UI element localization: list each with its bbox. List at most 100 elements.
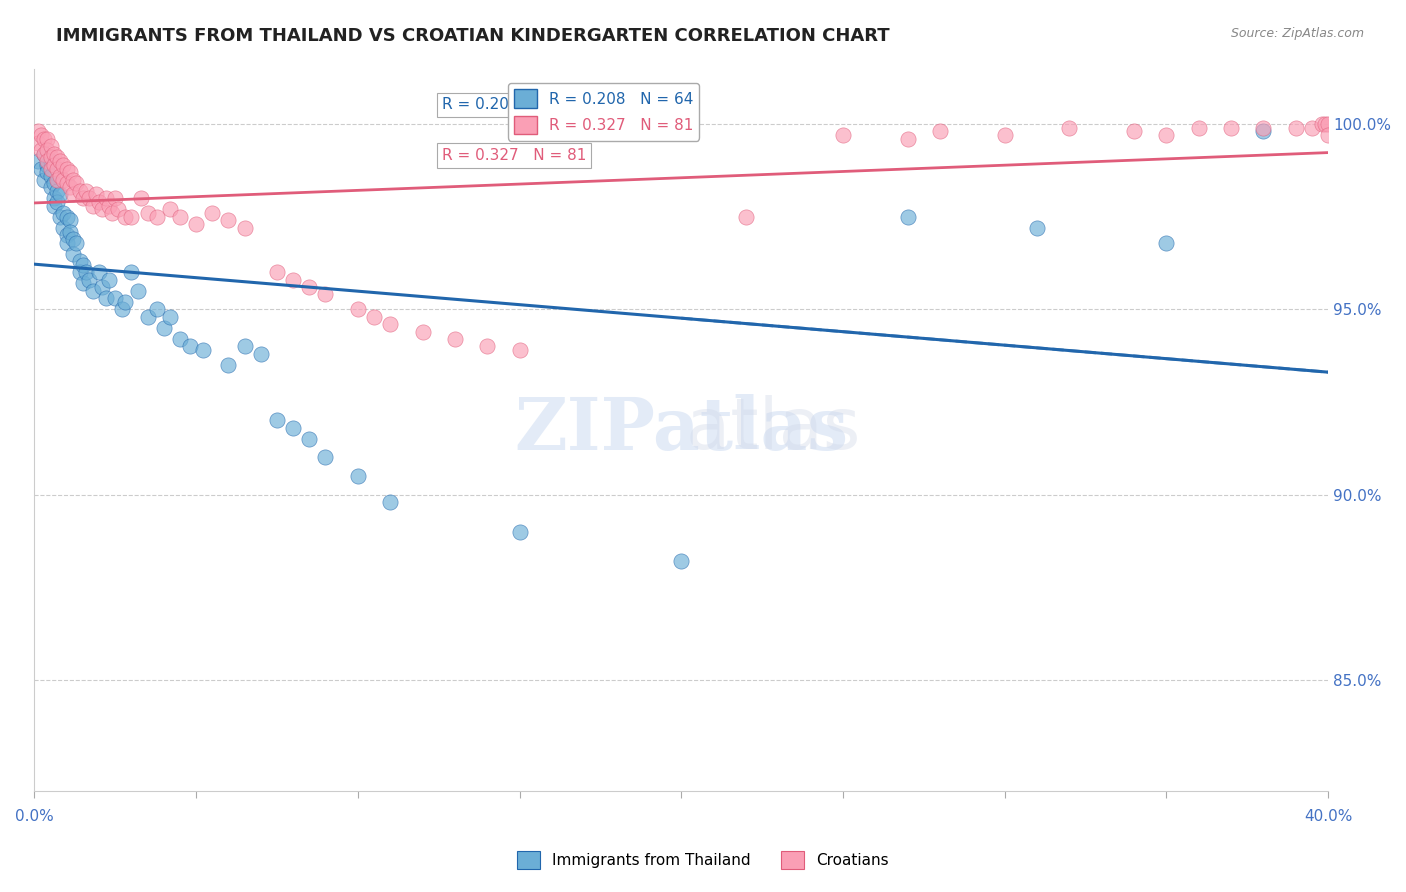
Point bbox=[104, 291, 127, 305]
Point bbox=[1059, 120, 1081, 135]
Point bbox=[55, 235, 77, 250]
Point bbox=[39, 150, 62, 164]
Point bbox=[79, 191, 101, 205]
Point bbox=[1253, 120, 1275, 135]
Point bbox=[39, 169, 62, 183]
Point bbox=[32, 146, 55, 161]
Point bbox=[55, 161, 77, 176]
Point bbox=[62, 172, 84, 186]
Point bbox=[46, 184, 69, 198]
Point bbox=[217, 358, 239, 372]
Point bbox=[412, 325, 434, 339]
Point bbox=[65, 235, 87, 250]
Point bbox=[281, 273, 304, 287]
Point bbox=[39, 180, 62, 194]
Point bbox=[39, 154, 62, 169]
Point bbox=[120, 265, 142, 279]
Point bbox=[27, 154, 49, 169]
Point bbox=[314, 287, 336, 301]
Point bbox=[52, 206, 75, 220]
Point bbox=[146, 210, 169, 224]
Point bbox=[233, 220, 256, 235]
Point bbox=[42, 158, 65, 172]
Point bbox=[65, 177, 87, 191]
Point bbox=[97, 273, 120, 287]
Legend: R = 0.208   N = 64, R = 0.327   N = 81: R = 0.208 N = 64, R = 0.327 N = 81 bbox=[508, 83, 700, 141]
Point bbox=[897, 132, 920, 146]
Point bbox=[49, 210, 72, 224]
Point bbox=[59, 165, 82, 179]
Point bbox=[91, 202, 114, 217]
Point bbox=[249, 347, 271, 361]
Point bbox=[49, 187, 72, 202]
Point bbox=[69, 254, 91, 268]
Point bbox=[69, 184, 91, 198]
Point bbox=[46, 150, 69, 164]
Point bbox=[49, 154, 72, 169]
Point bbox=[363, 310, 385, 324]
Point bbox=[146, 302, 169, 317]
Point bbox=[30, 161, 52, 176]
Text: ZIPatlas: ZIPatlas bbox=[515, 394, 848, 466]
Point bbox=[94, 191, 117, 205]
Point bbox=[129, 191, 152, 205]
Point bbox=[378, 317, 401, 331]
Point bbox=[62, 187, 84, 202]
Point bbox=[37, 154, 59, 169]
Point bbox=[159, 310, 181, 324]
Point bbox=[266, 413, 288, 427]
Point bbox=[314, 450, 336, 465]
Point bbox=[217, 213, 239, 227]
Point bbox=[75, 184, 97, 198]
Point bbox=[1026, 220, 1049, 235]
Point bbox=[266, 265, 288, 279]
Point bbox=[120, 210, 142, 224]
Point bbox=[1156, 128, 1178, 143]
Point bbox=[42, 177, 65, 191]
Point bbox=[897, 210, 920, 224]
Point bbox=[37, 158, 59, 172]
Point bbox=[30, 143, 52, 157]
Point bbox=[82, 198, 104, 212]
Point bbox=[37, 132, 59, 146]
Point bbox=[111, 302, 134, 317]
Point bbox=[114, 210, 136, 224]
Point bbox=[52, 158, 75, 172]
Point bbox=[32, 132, 55, 146]
Point bbox=[127, 284, 149, 298]
Point bbox=[509, 343, 531, 357]
Point bbox=[114, 294, 136, 309]
Point bbox=[72, 191, 94, 205]
Point bbox=[55, 177, 77, 191]
Point bbox=[37, 165, 59, 179]
Point bbox=[169, 210, 191, 224]
Point bbox=[281, 421, 304, 435]
Point bbox=[1285, 120, 1308, 135]
Point bbox=[97, 198, 120, 212]
Point bbox=[59, 213, 82, 227]
Point bbox=[735, 210, 758, 224]
Point bbox=[30, 128, 52, 143]
Text: R = 0.208   N = 64: R = 0.208 N = 64 bbox=[441, 97, 586, 112]
Point bbox=[87, 265, 110, 279]
Point bbox=[59, 180, 82, 194]
Point bbox=[27, 136, 49, 150]
Point bbox=[62, 232, 84, 246]
Point bbox=[104, 191, 127, 205]
Point bbox=[184, 217, 207, 231]
Point bbox=[46, 172, 69, 186]
Text: R = 0.327   N = 81: R = 0.327 N = 81 bbox=[441, 148, 586, 163]
Point bbox=[298, 280, 321, 294]
Point bbox=[233, 339, 256, 353]
Point bbox=[72, 258, 94, 272]
Text: atlas: atlas bbox=[502, 395, 860, 464]
Point bbox=[84, 187, 107, 202]
Point bbox=[444, 332, 467, 346]
Point bbox=[346, 302, 368, 317]
Point bbox=[59, 225, 82, 239]
Point bbox=[46, 194, 69, 209]
Point bbox=[477, 339, 499, 353]
Point bbox=[201, 206, 224, 220]
Text: IMMIGRANTS FROM THAILAND VS CROATIAN KINDERGARTEN CORRELATION CHART: IMMIGRANTS FROM THAILAND VS CROATIAN KIN… bbox=[56, 27, 890, 45]
Point bbox=[1301, 120, 1323, 135]
